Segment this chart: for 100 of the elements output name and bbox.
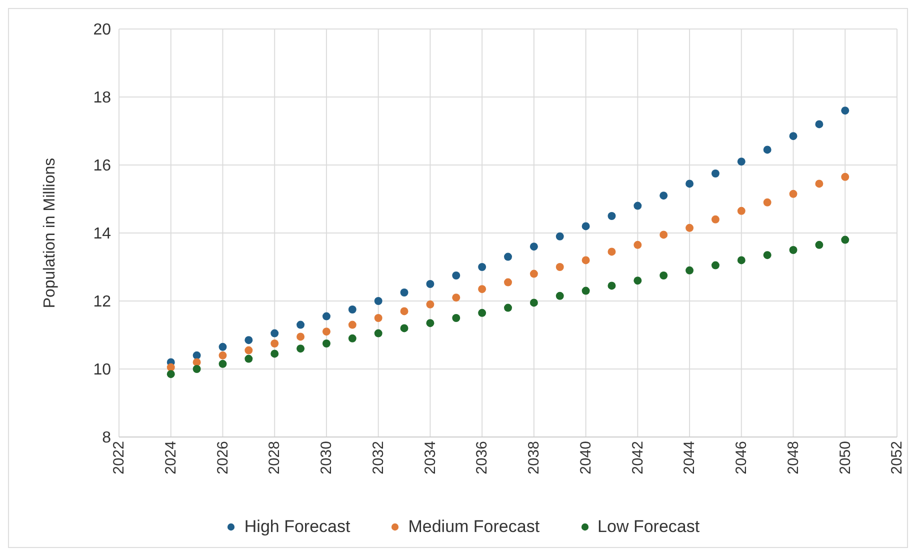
x-tick-label: 2026 xyxy=(214,441,232,474)
point xyxy=(737,256,746,264)
x-tick-label: 2052 xyxy=(888,441,906,474)
point xyxy=(660,230,668,239)
x-tick-label: 2042 xyxy=(629,441,646,474)
x-tick-label: 2028 xyxy=(266,441,284,474)
point xyxy=(478,308,486,317)
point xyxy=(426,280,434,288)
point xyxy=(504,304,512,312)
point xyxy=(426,300,434,308)
x-tick-label: 2024 xyxy=(162,441,180,474)
legend-label: Medium Forecast xyxy=(407,517,540,537)
point xyxy=(452,272,460,280)
x-tick-label: 2034 xyxy=(422,441,439,474)
point xyxy=(322,340,330,348)
point xyxy=(244,354,253,363)
point xyxy=(763,198,772,206)
point xyxy=(686,266,694,274)
point xyxy=(711,261,720,270)
point xyxy=(815,240,824,249)
point xyxy=(322,328,330,336)
point xyxy=(348,320,356,329)
point xyxy=(452,294,460,302)
point xyxy=(192,365,201,373)
y-tick-label: 20 xyxy=(93,22,112,39)
point xyxy=(322,312,330,320)
point xyxy=(270,350,279,358)
point xyxy=(737,206,746,215)
point xyxy=(763,251,772,260)
y-tick-label: 10 xyxy=(93,362,112,379)
point xyxy=(789,190,798,198)
point xyxy=(478,285,486,294)
point xyxy=(686,224,694,232)
point xyxy=(530,242,538,251)
point xyxy=(634,276,642,285)
y-tick-label: 12 xyxy=(93,294,112,311)
y-tick-label: 18 xyxy=(93,90,112,107)
point xyxy=(348,306,356,314)
point xyxy=(608,248,616,256)
point xyxy=(841,106,850,115)
point xyxy=(244,346,253,354)
x-tick-label: 2048 xyxy=(784,441,802,474)
point xyxy=(556,292,564,300)
point xyxy=(711,170,720,178)
x-tick-label: 2050 xyxy=(836,441,854,474)
point xyxy=(478,263,486,271)
y-axis-title: Population in Millions xyxy=(42,158,59,308)
point xyxy=(504,252,512,261)
y-tick-label: 16 xyxy=(93,158,112,175)
point xyxy=(192,351,201,360)
legend-label: High Forecast xyxy=(243,517,350,537)
y-tick-label: 8 xyxy=(102,430,112,447)
point xyxy=(374,329,382,338)
point xyxy=(374,314,382,322)
point xyxy=(686,180,694,188)
point xyxy=(218,342,227,351)
point xyxy=(815,180,824,188)
point xyxy=(244,336,253,344)
point xyxy=(530,270,538,278)
point xyxy=(815,120,824,128)
point xyxy=(582,256,590,264)
point xyxy=(296,320,305,329)
point xyxy=(841,236,850,244)
x-tick-label: 2032 xyxy=(370,441,387,474)
x-tick-label: 2030 xyxy=(318,441,336,474)
point xyxy=(218,360,227,368)
point xyxy=(400,307,408,316)
x-tick-label: 2040 xyxy=(577,441,594,474)
point xyxy=(166,370,175,378)
point xyxy=(348,334,356,342)
point xyxy=(763,146,772,154)
point xyxy=(400,324,408,332)
point xyxy=(530,298,538,307)
point xyxy=(789,132,798,140)
point xyxy=(582,222,590,230)
point xyxy=(556,263,564,271)
point xyxy=(166,363,175,372)
point xyxy=(737,158,746,166)
point xyxy=(192,358,201,366)
x-tick-label: 2044 xyxy=(681,441,698,474)
point xyxy=(634,202,642,210)
point xyxy=(270,340,279,348)
point xyxy=(218,351,227,360)
x-tick-label: 2036 xyxy=(474,441,491,474)
point xyxy=(374,297,382,305)
x-tick-label: 2046 xyxy=(733,441,750,474)
point xyxy=(660,192,668,200)
point xyxy=(660,272,668,280)
point xyxy=(789,246,798,254)
legend-label: Low Forecast xyxy=(596,517,700,537)
y-tick-label: 14 xyxy=(93,226,112,243)
x-tick-label: 2022 xyxy=(110,441,128,474)
point xyxy=(270,329,279,338)
point xyxy=(711,215,720,224)
point xyxy=(296,344,305,353)
point xyxy=(504,278,512,286)
point xyxy=(400,288,408,296)
point xyxy=(634,240,642,249)
point xyxy=(608,282,616,290)
x-tick-label: 2038 xyxy=(526,441,543,474)
